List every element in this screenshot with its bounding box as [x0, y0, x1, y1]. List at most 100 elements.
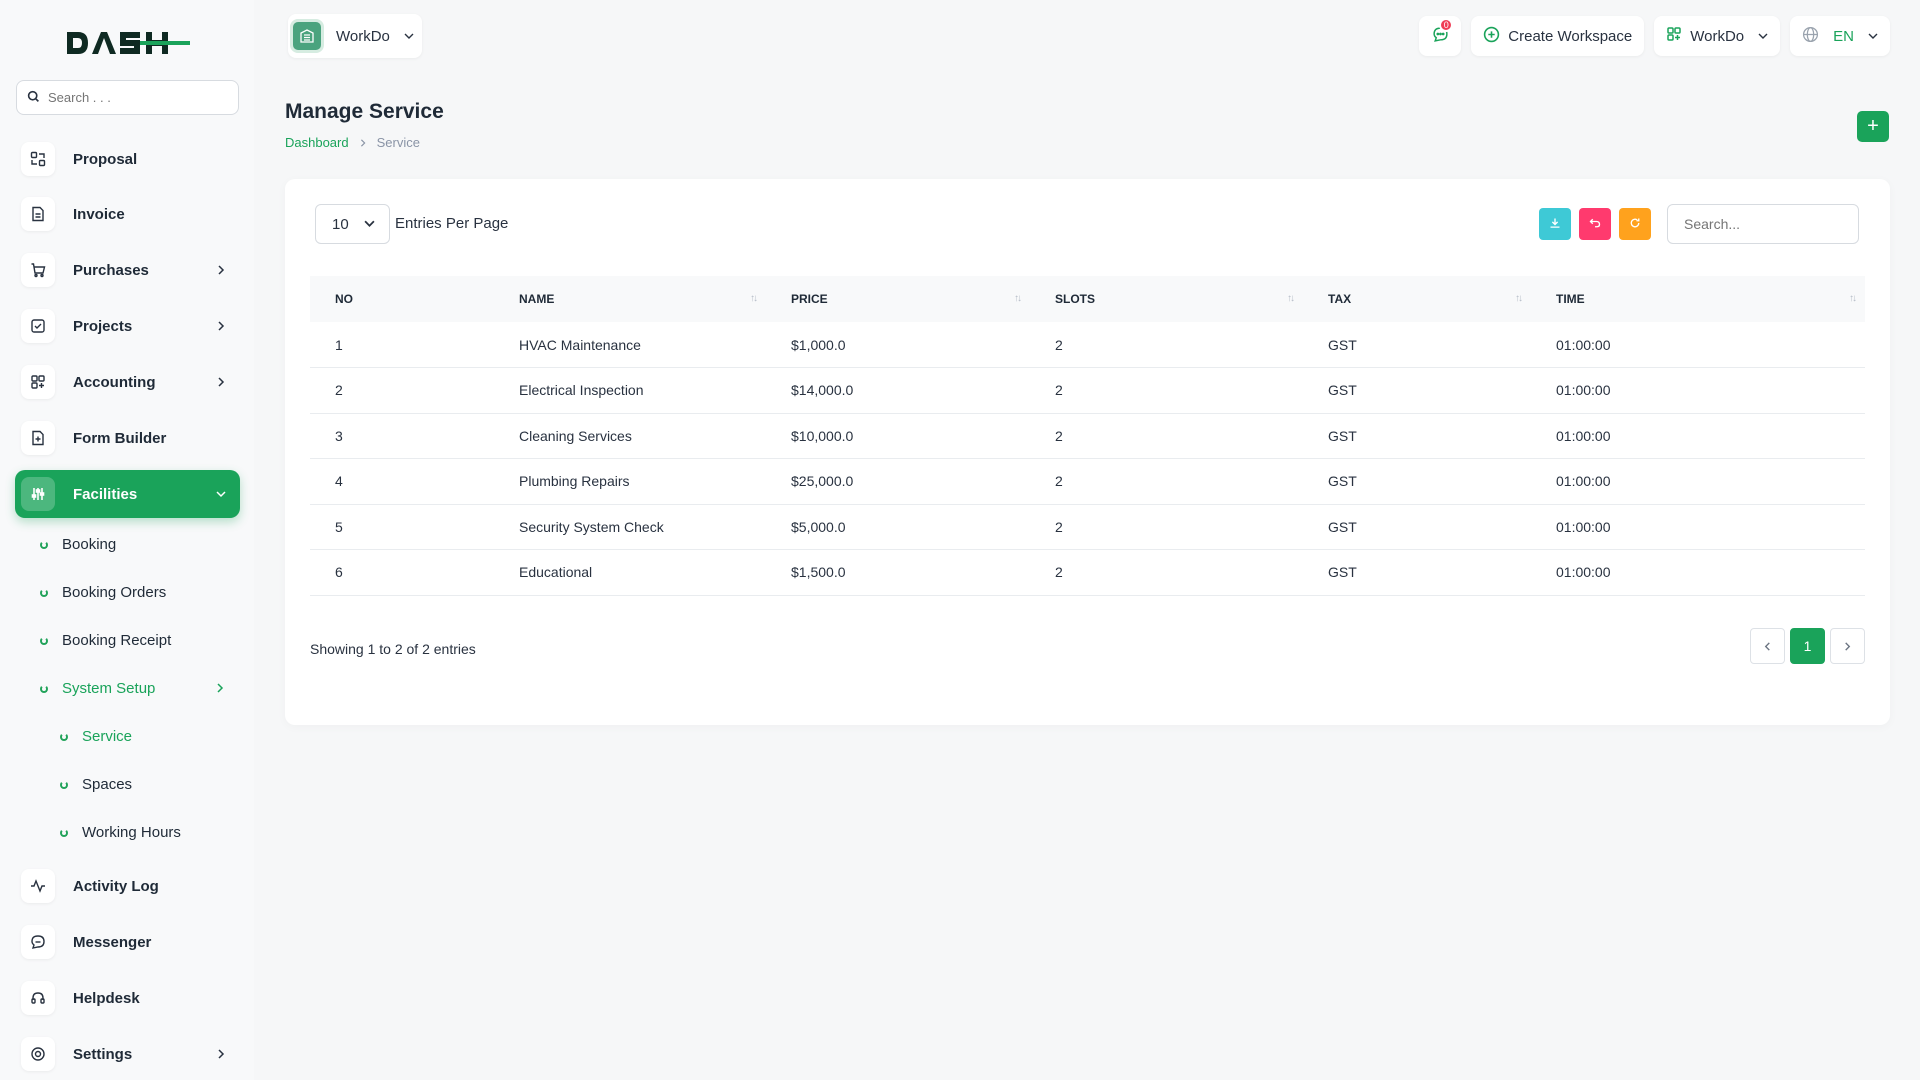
sidebar-search-input[interactable]: [48, 90, 228, 105]
sidebar-item-facilities[interactable]: Facilities: [15, 470, 240, 518]
workspace-switcher[interactable]: WorkDo: [288, 14, 422, 58]
sort-icon: ↑↓: [1515, 293, 1523, 304]
breadcrumb-dashboard-link[interactable]: Dashboard: [285, 135, 349, 150]
cell-tax: GST: [1328, 382, 1357, 399]
cell-name: Educational: [519, 564, 593, 581]
cell-no: 1: [335, 336, 343, 353]
sort-icon: ↑↓: [1287, 293, 1295, 304]
user-menu[interactable]: WorkDo: [1654, 16, 1781, 56]
column-header-slots[interactable]: SLOTS ↑↓: [1055, 292, 1295, 306]
notifications-button[interactable]: 0: [1419, 16, 1462, 56]
cell-time: 01:00:00: [1556, 427, 1611, 444]
pagination-next-button[interactable]: [1830, 628, 1865, 664]
cell-no: 6: [335, 564, 343, 581]
sort-icon: ↑↓: [1849, 293, 1857, 304]
globe-icon: [1802, 26, 1819, 47]
cell-time: 01:00:00: [1556, 564, 1611, 581]
grid-icon: [1666, 26, 1682, 46]
activity-icon: [21, 869, 55, 903]
table-row: 5 Security System Check $5,000.0 2 GST 0…: [310, 504, 1865, 550]
cell-no: 3: [335, 427, 343, 444]
pagination-info: Showing 1 to 2 of 2 entries: [310, 641, 476, 657]
bullet-icon: [40, 684, 48, 693]
sidebar-sub-spaces[interactable]: Spaces: [60, 776, 132, 793]
invoice-icon: [21, 197, 55, 231]
reset-button[interactable]: [1579, 208, 1611, 240]
cell-no: 4: [335, 473, 343, 490]
cell-name: Electrical Inspection: [519, 382, 644, 399]
cell-time: 01:00:00: [1556, 336, 1611, 353]
sidebar-sub-booking-orders[interactable]: Booking Orders: [40, 584, 166, 601]
chevron-right-icon: [216, 321, 226, 331]
dash-logo[interactable]: [64, 28, 190, 62]
download-icon: [1549, 216, 1561, 233]
export-button[interactable]: [1539, 208, 1571, 240]
sliders-icon: [21, 477, 55, 511]
cell-price: $1,000.0: [791, 336, 846, 353]
table-row: 4 Plumbing Repairs $25,000.0 2 GST 01:00…: [310, 459, 1865, 504]
language-selector[interactable]: EN: [1790, 16, 1890, 56]
sidebar-item-form-builder[interactable]: Form Builder: [15, 414, 240, 462]
cell-price: $5,000.0: [791, 518, 846, 535]
plus-circle-icon: [1483, 26, 1500, 47]
refresh-icon: [1629, 216, 1641, 233]
chevron-right-icon: [216, 1049, 226, 1059]
sidebar-item-helpdesk[interactable]: Helpdesk: [15, 974, 240, 1022]
sidebar-item-activity-log[interactable]: Activity Log: [15, 862, 240, 910]
cell-tax: GST: [1328, 518, 1357, 535]
messenger-icon: [21, 925, 55, 959]
column-header-price[interactable]: PRICE ↑↓: [791, 292, 1022, 306]
sidebar-sub-booking[interactable]: Booking: [40, 536, 116, 553]
refresh-button[interactable]: [1619, 208, 1651, 240]
chevron-left-icon: [1763, 638, 1772, 654]
chevron-down-icon: [404, 28, 414, 45]
sidebar-item-messenger[interactable]: Messenger: [15, 918, 240, 966]
cell-price: $1,500.0: [791, 564, 846, 581]
entries-per-page-select[interactable]: 10: [315, 204, 390, 244]
pagination-prev-button[interactable]: [1750, 628, 1785, 664]
cell-slots: 2: [1055, 382, 1063, 399]
sidebar-item-settings[interactable]: Settings: [15, 1030, 240, 1078]
column-header-name[interactable]: NAME ↑↓: [519, 292, 758, 306]
table-row: 2 Electrical Inspection $14,000.0 2 GST …: [310, 368, 1865, 413]
table-row: 6 Educational $1,500.0 2 GST 01:00:00: [310, 550, 1865, 595]
headset-icon: [21, 981, 55, 1015]
chevron-right-icon: [216, 377, 226, 387]
sidebar-sub-system-setup[interactable]: System Setup: [40, 680, 225, 697]
sidebar-item-purchases[interactable]: Purchases: [15, 246, 240, 294]
table-search[interactable]: [1667, 204, 1859, 244]
notification-badge: 0: [1439, 18, 1454, 32]
chevron-down-icon: [1758, 28, 1768, 45]
add-service-button[interactable]: +: [1857, 111, 1889, 142]
sidebar-item-proposal[interactable]: Proposal: [15, 135, 240, 183]
sidebar-item-projects[interactable]: Projects: [15, 302, 240, 350]
sidebar-item-invoice[interactable]: Invoice: [15, 190, 240, 238]
cell-time: 01:00:00: [1556, 473, 1611, 490]
sidebar-sub-booking-receipt[interactable]: Booking Receipt: [40, 632, 171, 649]
table-search-input[interactable]: [1684, 216, 1844, 232]
sidebar-sub-service[interactable]: Service: [60, 728, 132, 745]
sidebar-sub-working-hours[interactable]: Working Hours: [60, 824, 181, 841]
column-header-no[interactable]: NO: [335, 292, 353, 306]
cell-slots: 2: [1055, 473, 1063, 490]
bullet-icon: [40, 588, 48, 597]
cell-tax: GST: [1328, 427, 1357, 444]
cell-tax: GST: [1328, 336, 1357, 353]
cell-price: $25,000.0: [791, 473, 854, 490]
projects-icon: [21, 309, 55, 343]
column-header-tax[interactable]: TAX ↑↓: [1328, 292, 1523, 306]
cell-tax: GST: [1328, 564, 1357, 581]
cell-slots: 2: [1055, 336, 1063, 353]
sidebar-search[interactable]: [16, 80, 239, 115]
cell-slots: 2: [1055, 427, 1063, 444]
bullet-icon: [60, 732, 68, 741]
column-header-time[interactable]: TIME ↑↓: [1556, 292, 1857, 306]
gear-icon: [21, 1037, 55, 1071]
create-workspace-button[interactable]: Create Workspace: [1471, 16, 1645, 56]
bullet-icon: [40, 636, 48, 645]
sidebar-item-accounting[interactable]: Accounting: [15, 358, 240, 406]
table-header-row: NO NAME ↑↓ PRICE ↑↓ SLOTS ↑↓ TAX ↑↓ TIME ↑↓: [310, 276, 1865, 322]
pagination-page-button[interactable]: 1: [1790, 628, 1825, 664]
cell-tax: GST: [1328, 473, 1357, 490]
cell-time: 01:00:00: [1556, 382, 1611, 399]
